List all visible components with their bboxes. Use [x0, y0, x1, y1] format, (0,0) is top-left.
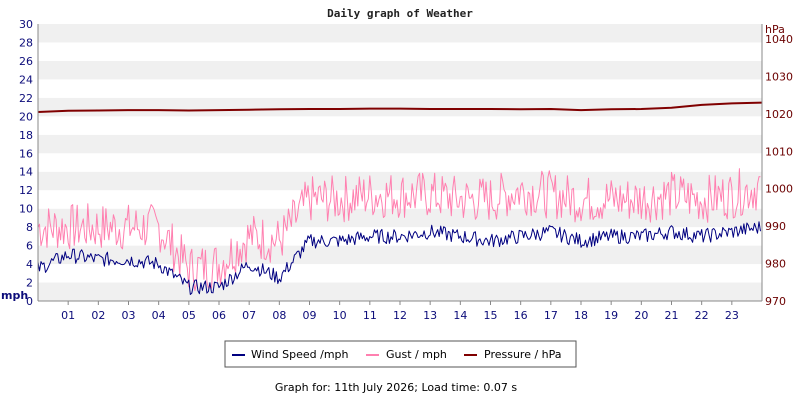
series-layer [37, 101, 763, 295]
grid-band [38, 24, 762, 43]
grid-band [38, 227, 762, 246]
x-tick-label: 12 [393, 309, 407, 322]
legend-wind-label: Wind Speed /mph [251, 348, 349, 361]
right-tick-label: 990 [765, 220, 786, 233]
grid-band [38, 134, 762, 154]
right-tick-label: 980 [765, 258, 786, 271]
right-axis-unit: hPa [765, 23, 785, 36]
x-tick-label: 03 [122, 309, 136, 322]
left-tick-label: 28 [19, 36, 33, 49]
grid-band [38, 97, 762, 117]
left-tick-label: 26 [19, 55, 33, 68]
x-tick-label: 13 [423, 309, 437, 322]
x-tick-label: 21 [665, 309, 679, 322]
x-tick-label: 09 [303, 309, 317, 322]
legend-gust-label: Gust / mph [386, 348, 447, 361]
x-tick-label: 15 [484, 309, 498, 322]
grid-band [38, 208, 762, 228]
left-tick-label: 22 [19, 92, 33, 105]
left-tick-label: 0 [26, 295, 33, 308]
footer-status: Graph for: 11th July 2026; Load time: 0.… [275, 381, 518, 394]
right-tick-label: 1040 [765, 33, 793, 46]
left-tick-label: 30 [19, 18, 33, 31]
right-axis-ticks: 970 980 990 1000 1010 1020 1030 1040 [765, 33, 793, 308]
grid-band [38, 42, 762, 61]
x-tick-label: 01 [61, 309, 75, 322]
legend: Wind Speed /mph Gust / mph Pressure / hP… [224, 340, 577, 368]
grid-band [38, 264, 762, 283]
x-tick-label: 02 [91, 309, 105, 322]
legend-box [224, 340, 577, 368]
left-tick-label: 4 [26, 258, 33, 271]
grid-band [38, 190, 762, 209]
left-axis-unit: mph [1, 289, 28, 302]
grid-bands [38, 24, 762, 301]
grid-band [38, 153, 762, 172]
x-tick-label: 14 [453, 309, 467, 322]
right-tick-label: 1000 [765, 183, 793, 196]
x-tick-label: 10 [333, 309, 347, 322]
x-tick-label: 08 [272, 309, 286, 322]
left-tick-label: 24 [19, 73, 33, 86]
x-tick-label: 06 [212, 309, 226, 322]
left-tick-label: 16 [19, 147, 33, 160]
x-tick-label: 16 [514, 309, 528, 322]
grid-band [38, 245, 762, 265]
x-tick-label: 11 [363, 309, 377, 322]
x-tick-label: 22 [695, 309, 709, 322]
left-tick-label: 18 [19, 129, 33, 142]
legend-pressure-label: Pressure / hPa [484, 348, 562, 361]
x-tick-label: 07 [242, 309, 256, 322]
right-tick-label: 1030 [765, 70, 793, 83]
x-tick-label: 23 [725, 309, 739, 322]
left-tick-label: 12 [19, 184, 33, 197]
right-tick-label: 1010 [765, 145, 793, 158]
x-tick-label: 18 [574, 309, 588, 322]
right-tick-label: 970 [765, 295, 786, 308]
right-tick-label: 1020 [765, 108, 793, 121]
chart-title: Daily graph of Weather [327, 7, 473, 20]
left-tick-label: 10 [19, 203, 33, 216]
grid-band [38, 171, 762, 191]
grid-band [38, 60, 762, 80]
grid-band [38, 79, 762, 98]
series-line-0 [37, 221, 761, 295]
x-tick-label: 17 [544, 309, 558, 322]
x-tick-label: 19 [604, 309, 618, 322]
series-line-2 [37, 101, 763, 113]
x-axis-ticks: 01 02 03 04 05 06 07 08 09 10 11 12 13 14 15 16 17 18 19 20… [61, 301, 739, 322]
grid-band [38, 282, 762, 301]
left-tick-label: 6 [26, 240, 33, 253]
x-tick-label: 04 [152, 309, 166, 322]
series-line-1 [37, 168, 761, 292]
left-tick-label: 20 [19, 110, 33, 123]
left-tick-label: 2 [26, 277, 33, 290]
x-tick-label: 05 [182, 309, 196, 322]
x-tick-label: 20 [634, 309, 648, 322]
grid-band [38, 116, 762, 135]
left-tick-label: 8 [26, 221, 33, 234]
left-tick-label: 14 [19, 166, 33, 179]
